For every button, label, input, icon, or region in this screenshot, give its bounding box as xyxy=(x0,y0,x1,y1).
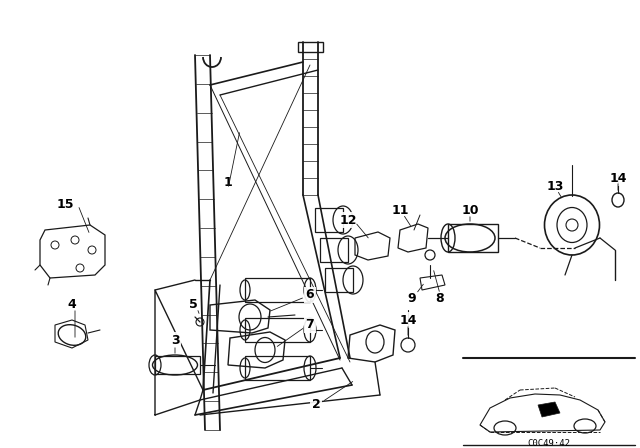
Text: 14: 14 xyxy=(609,172,627,185)
Text: 5: 5 xyxy=(189,298,197,311)
Text: 1: 1 xyxy=(223,177,232,190)
Text: 4: 4 xyxy=(68,298,76,311)
Text: 7: 7 xyxy=(306,319,314,332)
Text: 13: 13 xyxy=(547,180,564,193)
Text: 3: 3 xyxy=(171,333,179,346)
Text: C0C49·42: C0C49·42 xyxy=(527,439,570,448)
Text: 8: 8 xyxy=(436,292,444,305)
Text: 12: 12 xyxy=(339,214,356,227)
Text: 9: 9 xyxy=(408,292,416,305)
Text: 6: 6 xyxy=(306,289,314,302)
Text: 15: 15 xyxy=(56,198,74,211)
Text: 11: 11 xyxy=(391,203,409,216)
Polygon shape xyxy=(538,402,560,417)
Text: 10: 10 xyxy=(461,203,479,216)
Text: 14: 14 xyxy=(399,314,417,327)
Text: 2: 2 xyxy=(312,399,321,412)
